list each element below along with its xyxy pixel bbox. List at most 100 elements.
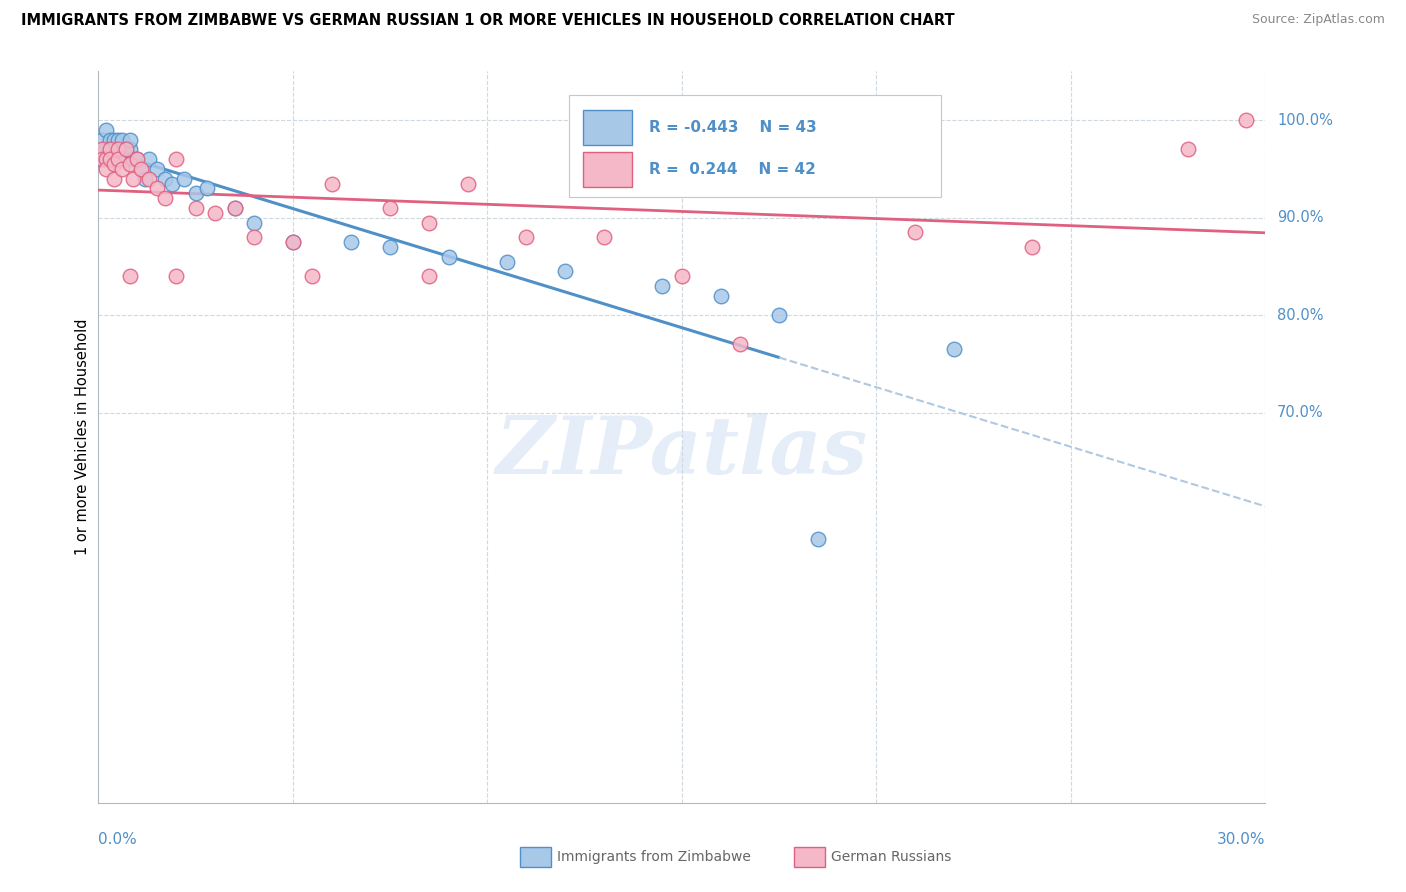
Point — [195, 181, 218, 195]
Text: 100.0%: 100.0% — [1277, 112, 1333, 128]
Point — [243, 215, 266, 229]
Point — [184, 201, 207, 215]
Point — [710, 288, 733, 302]
Point — [107, 152, 129, 166]
Point — [807, 533, 830, 547]
Text: 70.0%: 70.0% — [1277, 405, 1323, 420]
Point — [184, 186, 207, 201]
Point — [281, 235, 304, 249]
Point — [1234, 113, 1257, 128]
Point — [91, 142, 114, 156]
Point — [340, 235, 363, 249]
Point — [98, 133, 121, 147]
Point — [107, 133, 129, 147]
Point — [129, 161, 152, 176]
FancyBboxPatch shape — [582, 110, 631, 145]
Point — [165, 152, 187, 166]
Point — [134, 171, 156, 186]
Point — [118, 269, 141, 284]
Point — [138, 171, 160, 186]
Point — [904, 225, 927, 239]
Point — [146, 161, 169, 176]
Text: 80.0%: 80.0% — [1277, 308, 1323, 323]
Point — [96, 161, 118, 176]
Text: R = -0.443    N = 43: R = -0.443 N = 43 — [650, 120, 817, 135]
Point — [204, 206, 226, 220]
Point — [153, 191, 176, 205]
Point — [153, 171, 176, 186]
Point — [224, 201, 246, 215]
Point — [129, 161, 152, 176]
Point — [118, 133, 141, 147]
Point — [768, 308, 790, 322]
Point — [103, 133, 125, 147]
Point — [457, 177, 479, 191]
Point — [127, 152, 149, 166]
Point — [87, 152, 110, 166]
Text: R =  0.244    N = 42: R = 0.244 N = 42 — [650, 162, 815, 177]
Point — [671, 269, 693, 284]
Point — [107, 152, 129, 166]
Point — [118, 157, 141, 171]
Point — [651, 279, 673, 293]
Point — [111, 142, 134, 156]
Point — [1021, 240, 1043, 254]
Point — [127, 152, 149, 166]
Point — [103, 171, 125, 186]
Point — [91, 152, 114, 166]
Text: IMMIGRANTS FROM ZIMBABWE VS GERMAN RUSSIAN 1 OR MORE VEHICLES IN HOUSEHOLD CORRE: IMMIGRANTS FROM ZIMBABWE VS GERMAN RUSSI… — [21, 13, 955, 29]
Point — [281, 235, 304, 249]
Text: 90.0%: 90.0% — [1277, 211, 1323, 225]
Text: Immigrants from Zimbabwe: Immigrants from Zimbabwe — [557, 850, 751, 864]
Point — [98, 152, 121, 166]
Point — [96, 152, 118, 166]
Point — [162, 177, 184, 191]
Point — [98, 152, 121, 166]
Point — [593, 230, 616, 244]
Point — [554, 264, 576, 278]
Y-axis label: 1 or more Vehicles in Household: 1 or more Vehicles in Household — [75, 318, 90, 556]
Point — [301, 269, 323, 284]
Point — [114, 142, 136, 156]
Point — [111, 161, 134, 176]
Point — [146, 181, 169, 195]
Point — [243, 230, 266, 244]
Point — [1177, 142, 1199, 156]
Point — [378, 240, 402, 254]
Point — [321, 177, 343, 191]
Point — [418, 215, 440, 229]
Text: ZIPatlas: ZIPatlas — [496, 413, 868, 491]
Point — [943, 343, 966, 357]
Point — [165, 269, 187, 284]
Point — [107, 142, 129, 156]
Point — [98, 142, 121, 156]
Text: Source: ZipAtlas.com: Source: ZipAtlas.com — [1251, 13, 1385, 27]
Text: 30.0%: 30.0% — [1218, 832, 1265, 847]
Point — [96, 123, 118, 137]
Point — [418, 269, 440, 284]
Point — [96, 152, 118, 166]
Point — [122, 171, 145, 186]
Point — [91, 133, 114, 147]
Point — [378, 201, 402, 215]
Point — [495, 254, 517, 268]
Point — [103, 142, 125, 156]
FancyBboxPatch shape — [568, 95, 941, 197]
Point — [515, 230, 537, 244]
Point — [730, 337, 752, 351]
Text: German Russians: German Russians — [831, 850, 952, 864]
Point — [118, 142, 141, 156]
Point — [91, 142, 114, 156]
Point — [114, 142, 136, 156]
Point — [96, 142, 118, 156]
Point — [114, 152, 136, 166]
Point — [111, 133, 134, 147]
Point — [98, 142, 121, 156]
Point — [138, 152, 160, 166]
Point — [827, 181, 849, 195]
Point — [437, 250, 460, 264]
Point — [122, 152, 145, 166]
Point — [173, 171, 195, 186]
FancyBboxPatch shape — [582, 152, 631, 187]
Point — [103, 157, 125, 171]
